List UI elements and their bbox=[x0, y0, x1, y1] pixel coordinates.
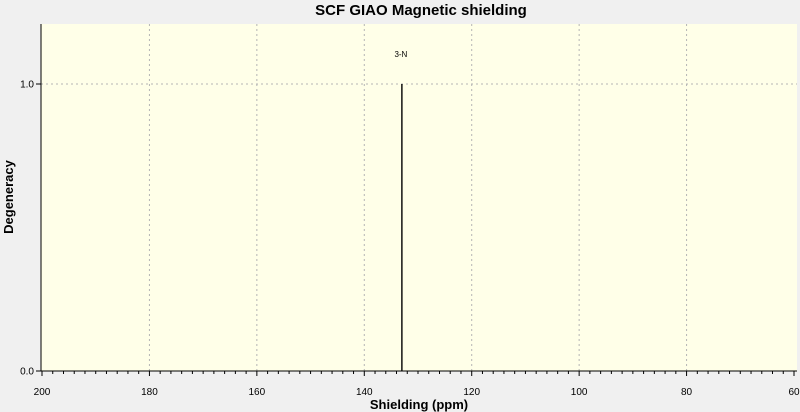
chart-title: SCF GIAO Magnetic shielding bbox=[315, 2, 527, 19]
x-tick-label: 80 bbox=[681, 387, 693, 398]
grid-lines bbox=[41, 24, 797, 371]
y-axis-label: Degeneracy bbox=[1, 159, 16, 233]
x-tick-label: 120 bbox=[463, 387, 480, 398]
plot-area bbox=[41, 24, 797, 371]
y-tick-label: 0.0 bbox=[20, 367, 34, 378]
x-tick-label: 100 bbox=[571, 387, 588, 398]
peak-label: 3-N bbox=[394, 50, 407, 59]
peaks: 3-N bbox=[394, 50, 408, 371]
y-axis-ticks: 0.0 1.0 bbox=[20, 80, 41, 378]
x-axis-label: Shielding (ppm) bbox=[370, 397, 468, 412]
x-tick-label: 200 bbox=[34, 387, 51, 398]
x-tick-label: 180 bbox=[141, 387, 158, 398]
x-tick-label: 60 bbox=[788, 387, 800, 398]
x-tick-label: 140 bbox=[356, 387, 373, 398]
x-axis-ticks: 200 180 160 140 120 100 80 60 bbox=[34, 371, 800, 398]
y-tick-label: 1.0 bbox=[20, 80, 34, 91]
x-tick-label: 160 bbox=[249, 387, 266, 398]
